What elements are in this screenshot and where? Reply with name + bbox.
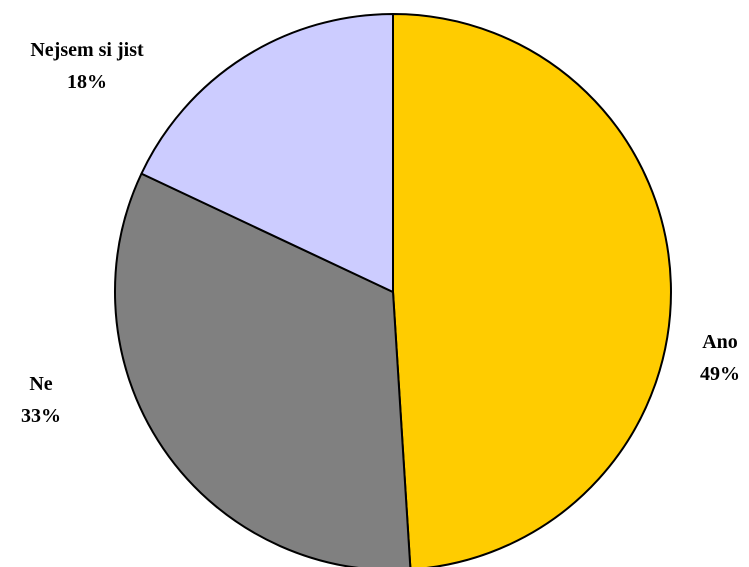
slice-value-ano: 49% [700,363,740,385]
pie-slices [114,13,672,567]
pie-slice-ano [392,13,672,567]
slice-label-ano: Ano [702,331,738,353]
slice-label-nejsem-si-jist: Nejsem si jist [30,39,144,61]
slice-value-nejsem-si-jist: 18% [67,71,107,93]
slice-label-ne: Ne [29,373,52,395]
slice-value-ne: 33% [21,405,61,427]
pie-labels: Ano 49% Ne 33% Nejsem si jist 18% [21,39,740,427]
pie-slice-nejsem-si-jist [140,13,394,293]
pie-slice-ne [114,172,412,567]
